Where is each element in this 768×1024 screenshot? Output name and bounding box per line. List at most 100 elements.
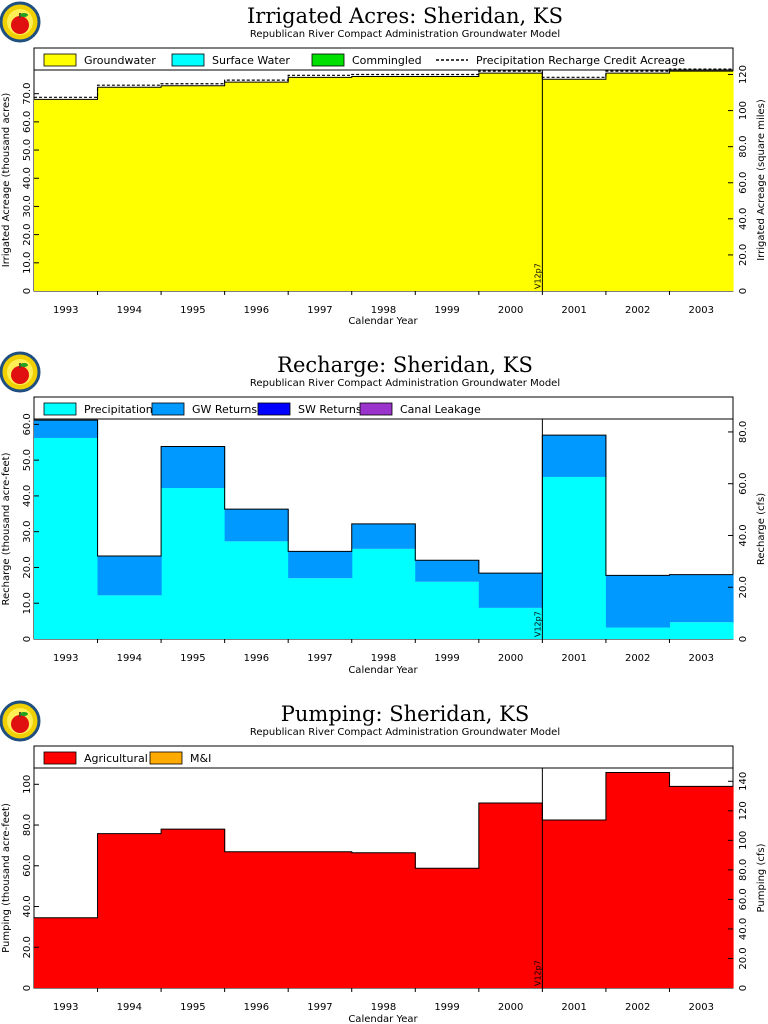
y-tick-label-right: 80.0 <box>738 136 749 158</box>
y-axis-right: 20.0 40.0 60.0 80.0 100 120 140 0 <box>728 772 749 991</box>
y-tick-label-right: 100 <box>738 831 749 850</box>
y-tick-label-right: 40.0 <box>738 208 749 230</box>
legend-label: Surface Water <box>212 54 290 67</box>
legend-swatch <box>171 53 205 67</box>
bar-gw-returns-2002 <box>605 575 671 628</box>
bar-agricultural-1998 <box>351 852 416 988</box>
version-marker-label: V12p7 <box>533 263 542 289</box>
x-tick-label: 1997 <box>307 1002 332 1013</box>
legend-item: Commingled <box>311 53 422 67</box>
version-marker-label: V12p7 <box>533 611 542 637</box>
y-tick-label: 60.0 <box>22 111 33 133</box>
legend-swatch <box>43 402 77 416</box>
legend-item: Precipitation Recharge Credit Acreage <box>436 54 685 67</box>
x-tick-label: 1999 <box>434 305 459 316</box>
x-tick-label: 1995 <box>180 1002 205 1013</box>
legend-item: Precipitation <box>43 402 153 416</box>
x-tick-label: 2002 <box>625 1002 650 1013</box>
bar-gw-returns-1994 <box>97 556 162 596</box>
bar-precipitation-1993 <box>34 437 99 639</box>
y-tick-label-right: 40.0 <box>738 918 749 940</box>
x-tick-label: 1994 <box>117 1002 142 1013</box>
bar-agricultural-2002 <box>605 772 671 988</box>
y-tick-label: 30.0 <box>22 521 33 543</box>
y-tick-label: 10.0 <box>22 592 33 614</box>
x-axis: 1993 1994 1995 1996 1997 1998 1999 2000 2001 2002… <box>53 291 714 316</box>
x-tick-label: 1998 <box>371 653 396 664</box>
y-axis-label-right: Irrigated Acreage (square miles) <box>756 99 767 261</box>
y-axis-label-right: Pumping (cfs) <box>756 843 767 912</box>
chart-title: Pumping: Sheridan, KS <box>281 702 529 726</box>
y-tick-label-right: 100 <box>738 101 749 120</box>
x-tick-label: 2000 <box>498 305 523 316</box>
y-tick-label-right: 40.0 <box>738 524 749 546</box>
y-tick-label: 60.0 <box>22 855 33 877</box>
y-tick-label: 20.0 <box>22 936 33 958</box>
y-tick-label: 0 <box>22 636 33 642</box>
bar-precipitation-1998 <box>351 548 416 639</box>
y-tick-label: 100 <box>22 775 33 794</box>
plot-area: V12p7 <box>34 68 734 292</box>
legend-swatch <box>359 402 393 416</box>
bar-precipitation-2000 <box>478 607 543 639</box>
bar-gw-returns-2003 <box>669 574 734 623</box>
y-tick-label-right: 60.0 <box>738 172 749 194</box>
chart-title: Recharge: Sheridan, KS <box>277 353 533 377</box>
x-tick-label: 1997 <box>307 653 332 664</box>
legend-item: SW Returns <box>257 402 362 416</box>
legend-label: M&I <box>190 752 211 765</box>
legend-item: Groundwater <box>43 53 156 67</box>
y-tick-label-right: 140 <box>738 772 749 791</box>
legend: Precipitation GW Returns SW Returns Canal L… <box>43 402 481 416</box>
bar-groundwater-1999 <box>415 76 480 291</box>
y-tick-label: 30.0 <box>22 195 33 217</box>
y-axis-right: 20.0 40.0 60.0 80.0 0 <box>728 421 749 642</box>
logo-icon <box>0 351 41 393</box>
y-axis-label-right: Recharge (cfs) <box>756 493 767 565</box>
bar-precipitation-2003 <box>669 622 734 639</box>
x-tick-label: 1994 <box>117 653 142 664</box>
y-tick-label: 40.0 <box>22 485 33 507</box>
chart-subtitle: Republican River Compact Administration … <box>250 727 560 738</box>
plot-area: V12p7 <box>34 419 734 639</box>
legend-label: Precipitation <box>84 403 153 416</box>
y-tick-label: 80.0 <box>22 814 33 836</box>
bar-agricultural-1995 <box>161 829 226 988</box>
x-tick-label: 2000 <box>498 653 523 664</box>
y-tick-label: 50.0 <box>22 449 33 471</box>
bar-precipitation-1994 <box>97 595 162 639</box>
bar-precipitation-1997 <box>288 578 353 639</box>
legend-label: GW Returns <box>192 403 257 416</box>
bar-precipitation-1996 <box>224 541 289 639</box>
y-tick-label-right: 80.0 <box>738 421 749 443</box>
x-tick-label: 2002 <box>625 653 650 664</box>
legend-swatch <box>43 751 77 765</box>
y-tick-label-right: 120 <box>738 65 749 84</box>
bar-groundwater-2001 <box>542 79 607 291</box>
legend-label: Commingled <box>352 54 422 67</box>
legend-swatch <box>149 751 183 765</box>
y-tick-label-right: 120 <box>738 801 749 820</box>
chart-title: Irrigated Acres: Sheridan, KS <box>247 4 563 28</box>
legend-label: Canal Leakage <box>400 403 481 416</box>
logo-icon <box>0 700 41 742</box>
bar-agricultural-1997 <box>288 851 353 988</box>
legend-swatch <box>257 402 291 416</box>
x-tick-label: 2002 <box>625 305 650 316</box>
chart-subtitle: Republican River Compact Administration … <box>250 378 560 389</box>
legend-swatch <box>43 53 77 67</box>
bar-groundwater-1994 <box>97 87 162 291</box>
y-tick-label: 20.0 <box>22 556 33 578</box>
bar-gw-returns-2001 <box>542 435 607 477</box>
bar-groundwater-2000 <box>478 73 543 291</box>
y-tick-label-right: 0 <box>738 636 749 642</box>
panel-recharge: Recharge: Sheridan, KS Republican River … <box>0 351 767 676</box>
bar-gw-returns-1996 <box>224 509 289 542</box>
legend-item: Surface Water <box>171 53 290 67</box>
bar-groundwater-1993 <box>34 99 99 291</box>
bar-groundwater-2003 <box>669 71 734 291</box>
x-tick-label: 1993 <box>53 653 78 664</box>
x-tick-label: 1998 <box>371 1002 396 1013</box>
legend-label: Groundwater <box>84 54 156 67</box>
bar-gw-returns-1997 <box>288 551 353 579</box>
